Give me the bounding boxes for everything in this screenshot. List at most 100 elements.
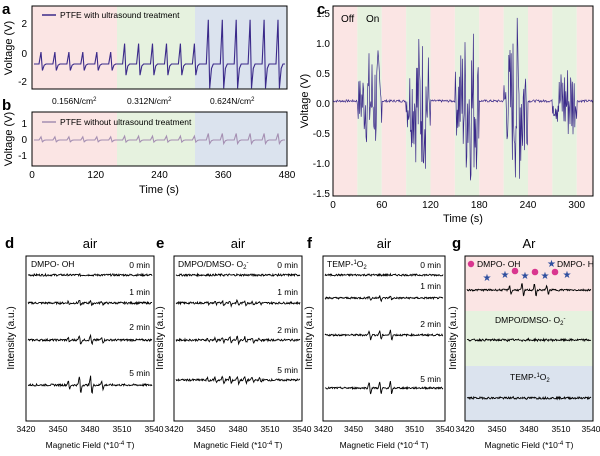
panel-e-atmosphere: air bbox=[231, 236, 246, 251]
panel-e-ylabel: Intensity (a.u.) bbox=[155, 306, 166, 369]
panel-f-xtick: 3540 bbox=[436, 424, 455, 434]
panel-g-label-o2: DMPO/DMSO- O2- bbox=[495, 315, 566, 327]
panel-c: Off On c 1.5 1.0 0.5 0.0 -0.5 -1.0 -1.5 … bbox=[299, 1, 594, 225]
panel-c-onoff-bands bbox=[333, 6, 593, 196]
dmpo-h-star-icon: ★ bbox=[541, 271, 550, 282]
panel-d-xticks: 3420 3450 3480 3510 3540 bbox=[17, 424, 164, 434]
panel-c-ytick: -1.5 bbox=[313, 189, 331, 200]
panel-f-ylabel: Intensity (a.u.) bbox=[304, 306, 315, 369]
panel-d-time-label: 0 min bbox=[129, 260, 150, 270]
dmpo-h-star-icon: ★ bbox=[563, 270, 572, 281]
panel-g-spectrum-temp bbox=[466, 395, 592, 401]
panel-b-ylabel: Voltage (V) bbox=[3, 112, 15, 166]
panel-f-xtick: 3420 bbox=[314, 424, 333, 434]
panel-d-ylabel: Intensity (a.u.) bbox=[6, 306, 17, 369]
panel-a-ytick: 0 bbox=[21, 49, 27, 60]
panel-d-spectrum-2min bbox=[27, 333, 153, 346]
panel-g-xtick: 3510 bbox=[552, 424, 571, 434]
panel-c-voltage-trace bbox=[332, 17, 594, 181]
panel-f-xtick: 3450 bbox=[344, 424, 363, 434]
panel-d-frame bbox=[25, 255, 155, 422]
dmpo-h-star-icon: ★ bbox=[521, 271, 530, 282]
panel-e: e air DMPO/DMSO- O2- 0 min 1 min 2 min 5… bbox=[155, 235, 312, 450]
panel-d-time-label: 5 min bbox=[129, 368, 150, 378]
panel-g-spectrum-oh bbox=[466, 283, 592, 297]
panel-b-ytick: 1 bbox=[21, 119, 27, 130]
panel-b-xlabel: Time (s) bbox=[139, 184, 179, 196]
panel-f-spectrum-5min bbox=[324, 380, 444, 395]
panel-b-ytick: -1 bbox=[18, 151, 27, 162]
panel-d-species: DMPO- OH bbox=[31, 259, 74, 269]
panel-d-letter: d bbox=[5, 235, 14, 252]
panel-f-frame bbox=[322, 255, 446, 422]
panel-a: PTFE with ultrasound treatment a 2 0 -2 … bbox=[2, 1, 288, 106]
panel-c-xtick: 240 bbox=[520, 200, 537, 211]
panel-e-time-label: 1 min bbox=[277, 287, 298, 297]
panel-e-frame bbox=[173, 255, 303, 422]
panel-f-xlabel: Magnetic Field (*10-4 T) bbox=[340, 440, 429, 450]
panel-g-legend-h: DMPO- H bbox=[557, 259, 594, 269]
panel-e-species: DMPO/DMSO- O2- bbox=[178, 259, 249, 271]
panel-c-xtick: 300 bbox=[568, 200, 585, 211]
panel-b-voltage-trace bbox=[34, 133, 285, 146]
panel-b-ytick: 0 bbox=[21, 135, 27, 146]
panel-c-ylabel: Voltage (V) bbox=[299, 74, 311, 128]
panel-e-spectrum-5min bbox=[175, 375, 301, 386]
legend-dot-marker bbox=[467, 260, 475, 268]
panel-g-letter: g bbox=[452, 235, 461, 252]
panel-e-xticks: 3420 3450 3480 3510 3540 bbox=[165, 424, 312, 434]
panel-f-xtick: 3480 bbox=[375, 424, 394, 434]
panel-g-xtick: 3450 bbox=[488, 424, 507, 434]
panel-c-ytick: -0.5 bbox=[313, 129, 331, 140]
panel-g-atmosphere: Ar bbox=[523, 236, 537, 251]
panel-e-letter: e bbox=[156, 235, 164, 252]
panel-a-ytick: 2 bbox=[21, 19, 27, 30]
panel-b-xtick: 360 bbox=[215, 170, 232, 181]
panel-g-ylabel: Intensity (a.u.) bbox=[448, 306, 459, 369]
panel-d-atmosphere: air bbox=[83, 236, 98, 251]
panel-g-xlabel: Magnetic Field (*10-4 T) bbox=[485, 440, 574, 450]
panel-g-xticks: 3420 3450 3480 3510 3540 bbox=[456, 424, 600, 434]
band-high-pressure bbox=[195, 6, 287, 89]
panel-f-time-label: 1 min bbox=[420, 281, 441, 291]
pressure-label-high: 0.624N/cm2 bbox=[210, 96, 255, 106]
panel-e-time-label: 0 min bbox=[277, 260, 298, 270]
pressure-label-low: 0.156N/cm2 bbox=[52, 96, 97, 106]
panel-e-xtick: 3450 bbox=[197, 424, 216, 434]
panel-g-xtick: 3540 bbox=[582, 424, 600, 434]
band-high-pressure bbox=[195, 112, 287, 166]
panel-d-xtick: 3450 bbox=[49, 424, 68, 434]
panel-e-xtick: 3480 bbox=[229, 424, 248, 434]
band-label-on: On bbox=[366, 14, 379, 25]
panel-f-time-label: 0 min bbox=[420, 260, 441, 270]
panel-b-letter: b bbox=[2, 97, 11, 114]
dmpo-h-star-icon: ★ bbox=[483, 273, 492, 284]
panel-b-xtick: 240 bbox=[151, 170, 168, 181]
panel-b-legend-label: PTFE without ultrasound treatment bbox=[60, 117, 192, 127]
panel-d-xtick: 3420 bbox=[17, 424, 36, 434]
panel-a-frame bbox=[31, 5, 288, 90]
panel-f: f air TEMP-1O2 0 min 1 min 2 min 5 min I… bbox=[304, 235, 455, 450]
panel-f-spectrum-0min bbox=[324, 272, 444, 277]
panel-d-xtick: 3480 bbox=[81, 424, 100, 434]
panel-g-band-temp bbox=[465, 366, 593, 421]
panel-g-spectrum-o2 bbox=[467, 337, 592, 343]
panel-d-time-label: 2 min bbox=[129, 322, 150, 332]
panel-a-ylabel: Voltage (V) bbox=[3, 21, 15, 75]
band-mid-pressure bbox=[117, 112, 195, 166]
panel-c-xlabel: Time (s) bbox=[443, 213, 483, 225]
panel-c-letter: c bbox=[317, 1, 325, 18]
panel-f-species: TEMP-1O2 bbox=[327, 259, 367, 271]
panel-g-label-temp: TEMP-1O2 bbox=[510, 372, 550, 384]
panel-c-xtick: 60 bbox=[376, 200, 388, 211]
panel-e-spectrum-0min bbox=[175, 272, 301, 278]
panel-b-xtick: 480 bbox=[279, 170, 296, 181]
dmpo-oh-peak-marker bbox=[511, 267, 519, 275]
panel-c-ytick: 0.0 bbox=[316, 99, 330, 110]
panel-c-xtick: 120 bbox=[422, 200, 439, 211]
panel-b-xtick: 120 bbox=[87, 170, 104, 181]
panel-d-xtick: 3540 bbox=[145, 424, 164, 434]
panel-b: PTFE without ultrasound treatment b 1 0 … bbox=[2, 97, 296, 196]
panel-g-band-oh bbox=[465, 256, 593, 311]
